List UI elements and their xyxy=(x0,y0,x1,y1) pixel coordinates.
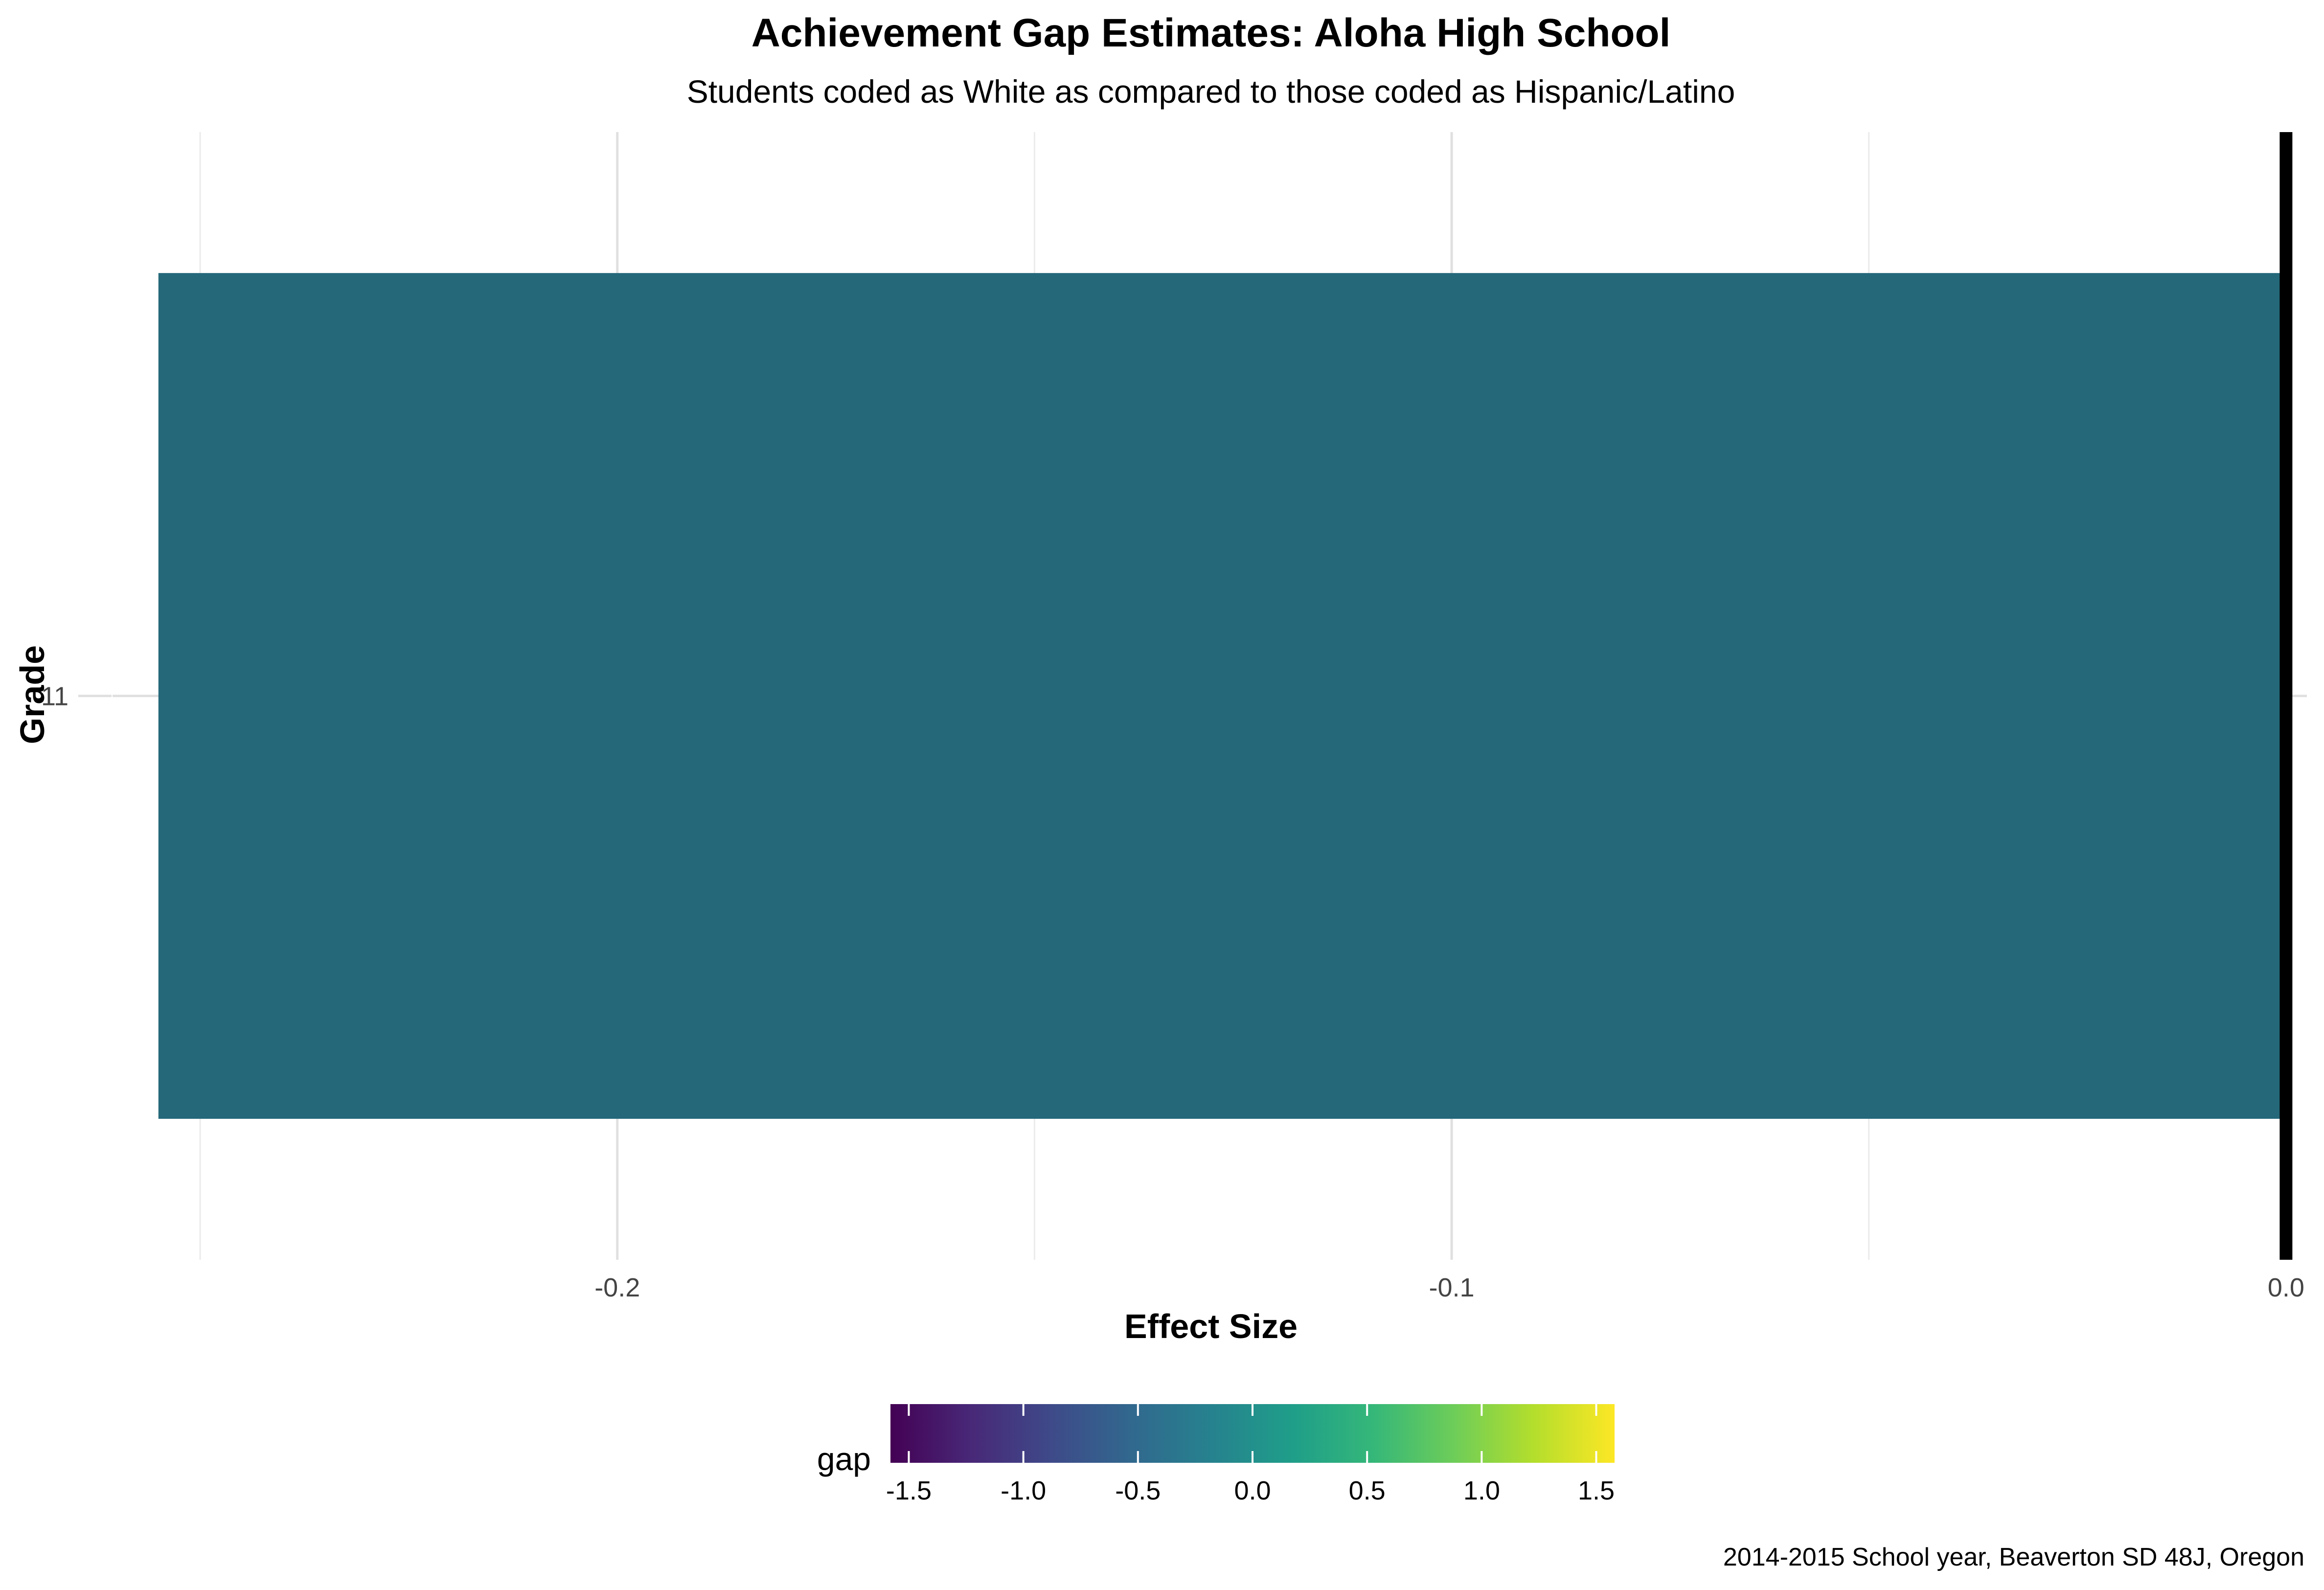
colorbar-tick-label: -0.5 xyxy=(1115,1476,1161,1505)
legend: gap -1.5 -1.0 -0.5 0.0 0.5 1.0 1.5 xyxy=(817,1404,1615,1505)
x-tick-label: -0.2 xyxy=(594,1273,640,1302)
y-axis-title: Grade xyxy=(13,645,51,744)
x-tick-label: 0.0 xyxy=(2268,1273,2304,1302)
colorbar-tick-label: 0.5 xyxy=(1349,1476,1386,1505)
chart-subtitle: Students coded as White as compared to t… xyxy=(687,73,1735,110)
bar-grade-11 xyxy=(158,273,2286,1119)
y-axis-ticks: 11 xyxy=(41,682,112,711)
x-axis-ticks: -0.2 -0.1 0.0 xyxy=(594,1273,2304,1302)
colorbar-tick-label: 0.0 xyxy=(1234,1476,1271,1505)
colorbar-tick-label: -1.5 xyxy=(886,1476,932,1505)
colorbar-tick-label: 1.0 xyxy=(1463,1476,1500,1505)
bars xyxy=(158,273,2286,1119)
x-axis-title: Effect Size xyxy=(1124,1307,1298,1345)
colorbar-tick-label: -1.0 xyxy=(1001,1476,1046,1505)
chart-caption: 2014-2015 School year, Beaverton SD 48J,… xyxy=(1723,1543,2304,1571)
y-tick-label: 11 xyxy=(41,682,68,711)
x-tick-label: -0.1 xyxy=(1429,1273,1475,1302)
legend-title: gap xyxy=(817,1441,871,1477)
colorbar-tick-label: 1.5 xyxy=(1578,1476,1615,1505)
chart-title: Achievement Gap Estimates: Aloha High Sc… xyxy=(752,11,1671,55)
